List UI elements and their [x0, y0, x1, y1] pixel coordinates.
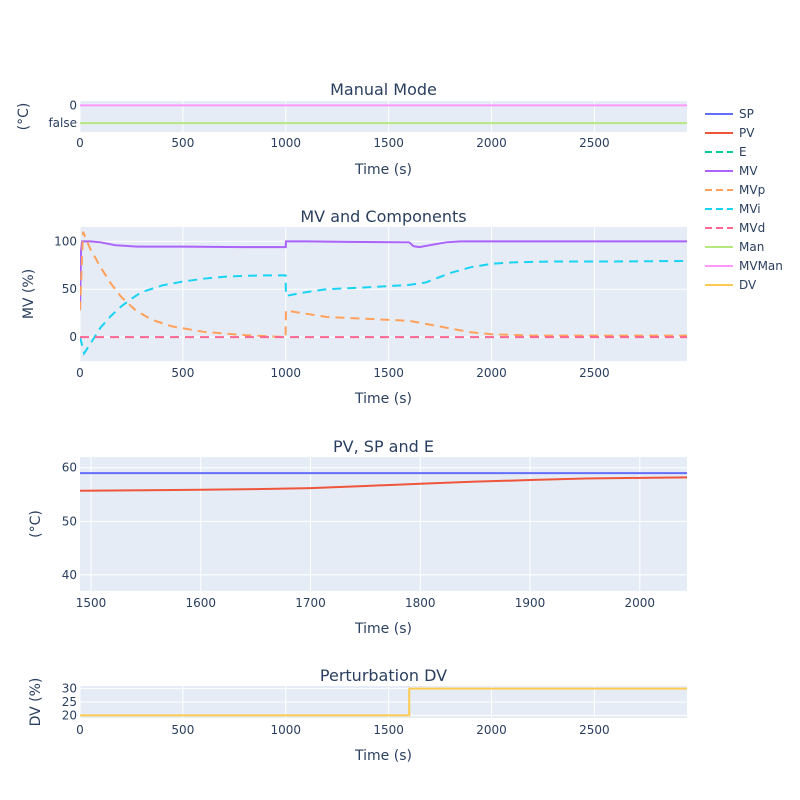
x-tick-label: 1500: [373, 366, 404, 380]
legend-label: E: [739, 145, 747, 159]
legend-label: MVd: [739, 221, 765, 235]
y-axis-label: (°C): [16, 103, 32, 131]
x-axis-label: Time (s): [354, 621, 412, 637]
series-line-dv: [80, 687, 687, 717]
panel-manual-mode: 0 500 1000 1500 2000 2500 false 0 Manual Mode Tim…: [16, 80, 687, 178]
y-axis-label: DV (%): [28, 678, 44, 727]
legend-item-mvi[interactable]: MVi: [705, 202, 761, 216]
x-tick-label: 500: [171, 366, 194, 380]
x-tick-label: 2500: [579, 136, 610, 150]
x-tick-label: 1000: [270, 366, 301, 380]
y-tick-label: 0: [69, 330, 77, 344]
plot-background: [80, 227, 687, 361]
y-tick-label: 40: [62, 568, 77, 582]
x-tick-label: 1000: [270, 136, 301, 150]
legend-item-sp[interactable]: SP: [705, 107, 754, 121]
legend-item-pv[interactable]: PV: [705, 126, 755, 140]
panel-mv-and-components: 0 500 1000 1500 2000 2500 0 50 100 MV and Compone…: [21, 207, 687, 407]
x-tick-label: 2000: [625, 596, 656, 610]
legend-item-mvman[interactable]: MVMan: [705, 259, 783, 273]
legend[interactable]: SP PV E MV MVp MVi MVd Man MVMan DV: [705, 107, 783, 292]
legend-label: SP: [739, 107, 754, 121]
y-tick-label: 60: [62, 461, 77, 475]
y-tick-label: 50: [62, 282, 77, 296]
legend-label: MV: [739, 164, 758, 178]
legend-item-mvp[interactable]: MVp: [705, 183, 765, 197]
y-axis-label: (°C): [28, 510, 44, 538]
x-tick-label: 1900: [515, 596, 546, 610]
x-tick-label: 1800: [405, 596, 436, 610]
x-tick-label: 2000: [476, 723, 507, 737]
x-tick-label: 0: [76, 723, 84, 737]
y-tick-label: false: [48, 116, 77, 130]
x-tick-label: 2000: [476, 366, 507, 380]
legend-label: MVi: [739, 202, 761, 216]
y-axis-label: MV (%): [21, 269, 37, 319]
panel-title: Manual Mode: [330, 80, 437, 99]
x-tick-label: 2000: [476, 136, 507, 150]
legend-item-mvd[interactable]: MVd: [705, 221, 765, 235]
legend-item-dv[interactable]: DV: [705, 278, 757, 292]
x-tick-label: 2500: [579, 723, 610, 737]
legend-label: DV: [739, 278, 757, 292]
x-tick-label: 500: [171, 723, 194, 737]
y-tick-label: 50: [62, 514, 77, 528]
legend-label: Man: [739, 240, 764, 254]
series-line-mvi: [80, 259, 687, 356]
series-line-mv: [80, 240, 687, 311]
y-tick-label: 30: [62, 682, 77, 696]
panel-pv-sp-and-e: 1500 1600 1700 1800 1900 2000 40 50 60 PV, SP and…: [28, 437, 687, 637]
panel-title: MV and Components: [300, 207, 466, 226]
plot-background: [80, 457, 687, 591]
panel-title: Perturbation DV: [320, 666, 447, 685]
legend-item-e[interactable]: E: [705, 145, 747, 159]
y-tick-label: 20: [62, 708, 77, 722]
x-tick-label: 500: [171, 136, 194, 150]
x-tick-label: 1500: [76, 596, 107, 610]
x-tick-label: 2500: [579, 366, 610, 380]
x-axis-label: Time (s): [354, 391, 412, 407]
legend-label: MVMan: [739, 259, 783, 273]
x-tick-label: 0: [76, 366, 84, 380]
legend-label: MVp: [739, 183, 765, 197]
x-axis-label: Time (s): [354, 748, 412, 764]
x-tick-label: 1500: [373, 723, 404, 737]
series-line-pv: [80, 476, 687, 492]
legend-item-mv[interactable]: MV: [705, 164, 758, 178]
legend-label: PV: [739, 126, 755, 140]
x-tick-label: 1700: [295, 596, 326, 610]
y-tick-label: 25: [62, 695, 77, 709]
y-tick-label: 0: [69, 98, 77, 112]
legend-item-man[interactable]: Man: [705, 240, 764, 254]
x-axis-label: Time (s): [354, 162, 412, 178]
x-tick-label: 1600: [185, 596, 216, 610]
x-tick-label: 0: [76, 136, 84, 150]
x-tick-label: 1500: [373, 136, 404, 150]
y-tick-label: 100: [54, 234, 77, 248]
x-tick-label: 1000: [270, 723, 301, 737]
panel-title: PV, SP and E: [333, 437, 434, 456]
